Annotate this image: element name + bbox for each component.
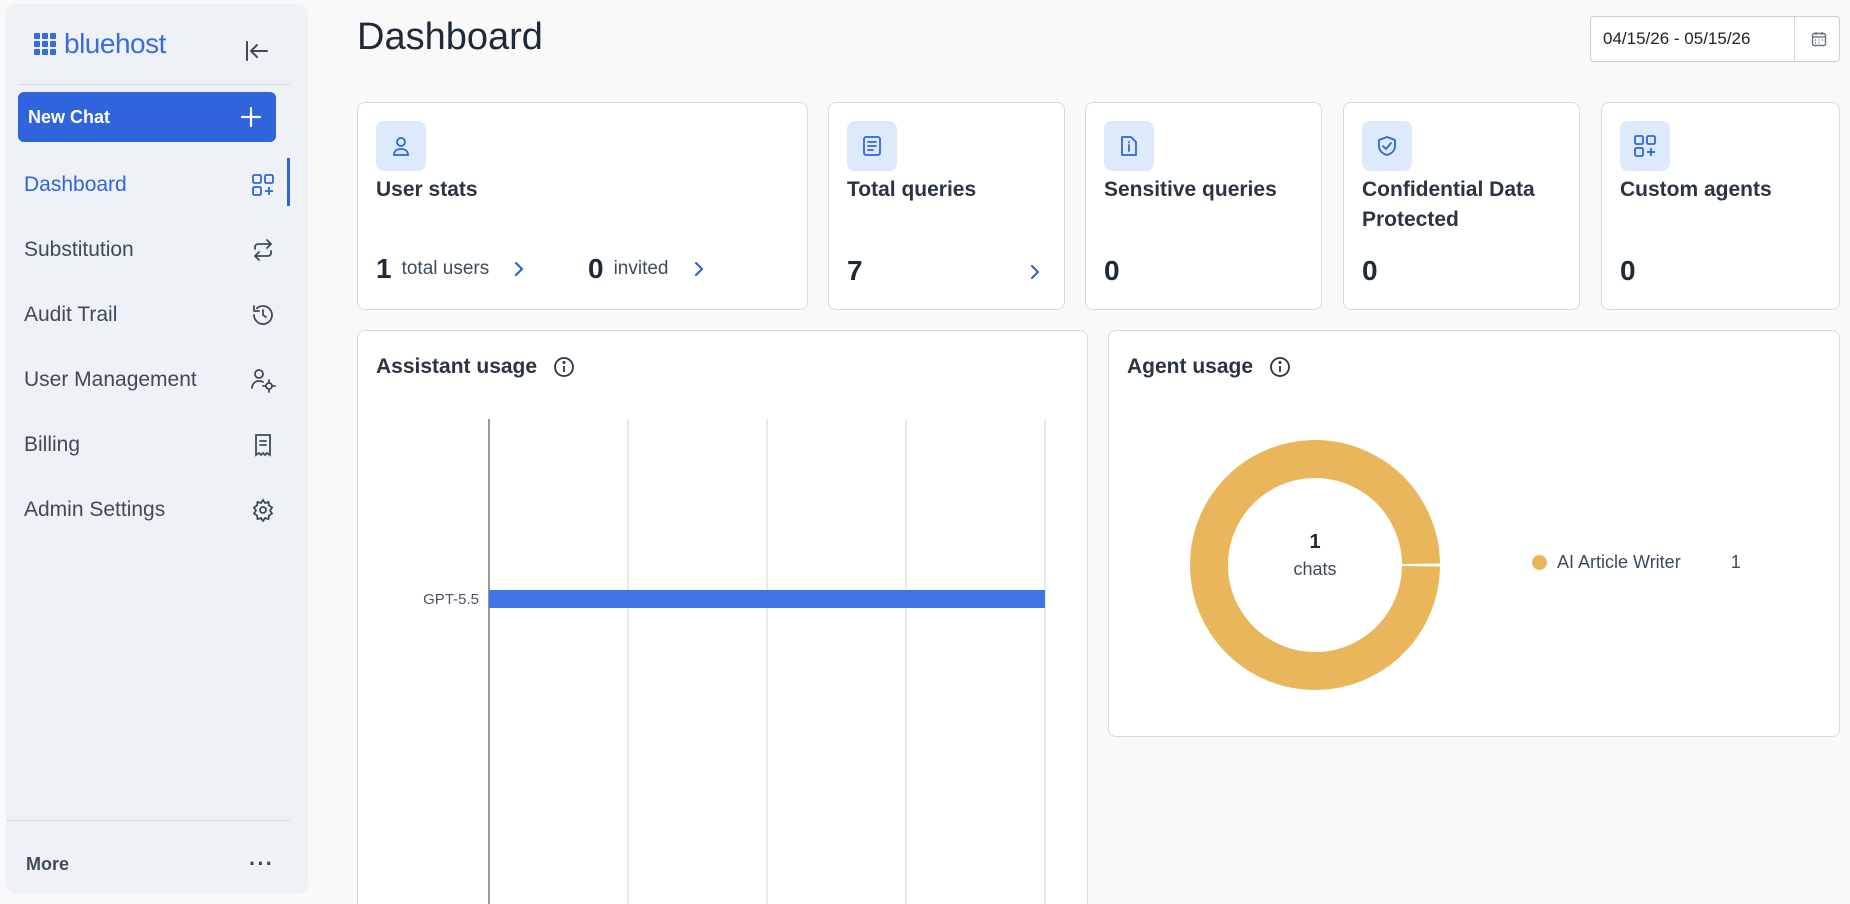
grid-icon (34, 33, 56, 55)
agent-usage-title: Agent usage (1127, 355, 1254, 378)
history-icon (250, 302, 276, 328)
legend-value: 1 (1730, 552, 1741, 572)
plus-icon (240, 106, 262, 128)
sensitive-queries-value: 0 (1104, 255, 1120, 286)
user-icon (376, 121, 426, 171)
sidebar-item-label: Admin Settings (24, 497, 166, 521)
card-title: Custom agents (1620, 178, 1772, 201)
sidebar-item-substitution[interactable]: Substitution (6, 217, 308, 282)
user-stats-card: User stats 1 total users 0 invited (357, 102, 808, 310)
assistant-usage-bar-chart: GPT-5.5 (423, 419, 1046, 904)
dashboard-add-icon (1620, 121, 1670, 171)
donut-center-label: chats (1293, 559, 1336, 579)
legend-swatch (1532, 555, 1547, 570)
sensitive-queries-card: Sensitive queries 0 (1085, 102, 1322, 310)
total-users-value: 1 (376, 253, 392, 284)
custom-agents-card: Custom agents 0 (1601, 102, 1840, 310)
date-range-value: 04/15/26 - 05/15/26 (1603, 29, 1751, 48)
chevron-right-icon[interactable] (513, 260, 525, 278)
donut-legend: AI Article Writer 1 (1532, 552, 1741, 573)
chevron-right-icon[interactable] (1029, 263, 1041, 281)
total-users-label: total users (401, 258, 490, 279)
bar[interactable] (489, 590, 1045, 608)
bar-category-label: GPT-5.5 (423, 591, 479, 608)
assistant-usage-title: Assistant usage (376, 355, 538, 378)
confidential-data-card: Confidential Data Protected 0 (1343, 102, 1580, 310)
card-title: Sensitive queries (1104, 178, 1277, 201)
more-label: More (26, 853, 70, 874)
more-dots-icon: ··· (249, 851, 274, 876)
total-users-stat: 1 total users (376, 253, 525, 285)
sidebar-item-billing[interactable]: Billing (6, 412, 308, 477)
file-info-icon (1104, 121, 1154, 171)
new-chat-button[interactable]: New Chat (18, 92, 276, 142)
sidebar-item-label: Dashboard (24, 172, 127, 196)
brand-name: bluehost (64, 28, 166, 59)
sidebar-item-label: User Management (24, 367, 197, 391)
sidebar-item-label: Substitution (24, 237, 134, 261)
calendar-icon (1811, 32, 1827, 47)
sidebar-divider (6, 820, 290, 821)
panel-title: Agent usage (1127, 355, 1291, 379)
date-divider (1794, 17, 1795, 61)
legend-label: AI Article Writer (1557, 552, 1681, 572)
sidebar-item-audit-trail[interactable]: Audit Trail (6, 282, 308, 347)
confidential-data-value: 0 (1362, 255, 1378, 286)
receipt-icon (250, 432, 276, 458)
dashboard-add-icon (250, 172, 276, 198)
agent-usage-panel: Agent usage 1 chats (1108, 330, 1840, 737)
panel-title: Assistant usage (376, 355, 575, 379)
sidebar-item-label: Billing (24, 432, 81, 456)
custom-agents-value: 0 (1620, 255, 1636, 286)
agent-usage-donut-chart: 1 chats (1190, 440, 1440, 690)
sidebar-nav: Dashboard Substitution Audit Trail User … (6, 152, 308, 542)
gear-icon (250, 497, 276, 523)
sidebar-item-label: Audit Trail (24, 302, 118, 326)
sidebar: bluehost New Chat Dashboard Substitution… (6, 4, 308, 894)
total-queries-card: Total queries 7 (828, 102, 1065, 310)
sidebar-item-admin-settings[interactable]: Admin Settings (6, 477, 308, 542)
chevron-right-icon[interactable] (693, 260, 705, 278)
shield-check-icon (1362, 121, 1412, 171)
card-title: Confidential Data Protected (1362, 178, 1535, 231)
sidebar-item-user-management[interactable]: User Management (6, 347, 308, 412)
new-chat-label: New Chat (28, 106, 111, 127)
date-range-picker[interactable]: 04/15/26 - 05/15/26 (1590, 16, 1840, 62)
document-icon (847, 121, 897, 171)
info-icon[interactable] (553, 356, 575, 378)
swap-icon (250, 237, 276, 263)
user-settings-icon (250, 367, 276, 393)
sidebar-divider (18, 84, 290, 85)
total-queries-value: 7 (847, 255, 863, 286)
sidebar-item-dashboard[interactable]: Dashboard (6, 152, 308, 217)
info-icon[interactable] (1269, 356, 1291, 378)
donut-slice[interactable] (1190, 440, 1440, 690)
more-menu-button[interactable]: More ··· (26, 846, 274, 882)
collapse-sidebar-icon[interactable] (242, 36, 272, 66)
donut-center-value: 1 (1309, 531, 1320, 553)
invited-value: 0 (588, 253, 604, 284)
invited-label: invited (613, 258, 669, 279)
card-title: Total queries (847, 178, 977, 201)
assistant-usage-panel: Assistant usage GPT-5.5 (357, 330, 1088, 904)
page-title: Dashboard (357, 16, 543, 58)
invited-stat: 0 invited (588, 253, 705, 285)
card-title: User stats (376, 178, 478, 201)
brand-logo[interactable]: bluehost (34, 28, 166, 60)
